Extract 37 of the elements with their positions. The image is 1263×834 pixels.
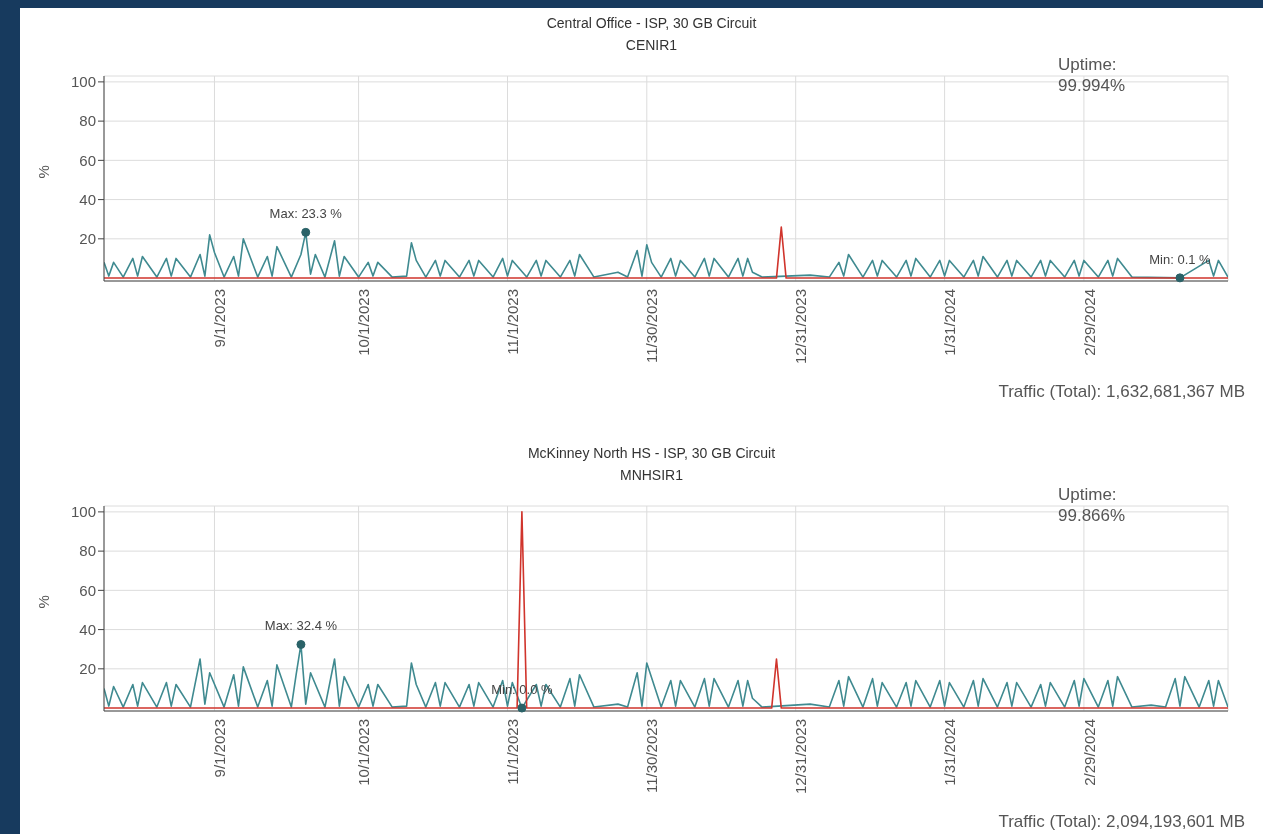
annotation: Max: 23.3 % (269, 206, 343, 222)
y-tick-label: 60 (79, 151, 96, 169)
y-tick-label: 80 (79, 112, 96, 130)
x-tick-label: 1/31/2024 (941, 289, 959, 356)
x-tick-label: 11/1/2023 (504, 289, 522, 355)
text: Traffic (Total): 1,632,681,367 MB (998, 382, 1245, 402)
y-tick-label: 20 (79, 230, 96, 248)
x-tick-label: 9/1/2023 (211, 289, 229, 348)
chart-title: McKinney North HS - ISP, 30 GB Circuit (526, 444, 777, 463)
annotation: Max: 32.4 % (264, 618, 338, 634)
y-tick-label: 20 (79, 660, 96, 678)
x-tick-label: 12/31/2023 (792, 289, 810, 365)
text: Traffic (Total): 2,094,193,601 MB (998, 812, 1245, 832)
chart-title: Central Office - ISP, 30 GB Circuit (545, 14, 758, 33)
x-tick-label: 11/1/2023 (504, 719, 522, 785)
x-tick-label: 2/29/2024 (1080, 289, 1098, 356)
chart-subtitle: CENIR1 (624, 36, 679, 55)
y-axis-title: % (35, 595, 53, 609)
x-tick-label: 9/1/2023 (211, 719, 229, 778)
x-tick-label: 11/30/2023 (643, 719, 661, 793)
x-tick-label: 10/1/2023 (355, 719, 373, 786)
y-tick-label: 40 (79, 620, 96, 638)
chart-subtitle: MNHSIR1 (619, 466, 684, 485)
x-tick-label: 11/30/2023 (643, 289, 661, 363)
annotation: Min: 0.1 % (1149, 251, 1212, 267)
x-tick-label: 2/29/2024 (1080, 719, 1098, 786)
annotation: Uptime: 99.994% (1058, 54, 1127, 96)
x-tick-label: 10/1/2023 (355, 289, 373, 356)
annotation: Uptime: 99.866% (1058, 484, 1127, 526)
x-tick-label: 1/31/2024 (941, 719, 959, 786)
y-tick-label: 100 (70, 503, 96, 521)
y-axis-title: % (35, 165, 53, 179)
y-tick-label: 100 (70, 73, 96, 91)
x-tick-label: 12/31/2023 (792, 719, 810, 795)
y-tick-label: 40 (79, 190, 96, 208)
y-tick-label: 80 (79, 542, 96, 560)
y-tick-label: 60 (79, 581, 96, 599)
